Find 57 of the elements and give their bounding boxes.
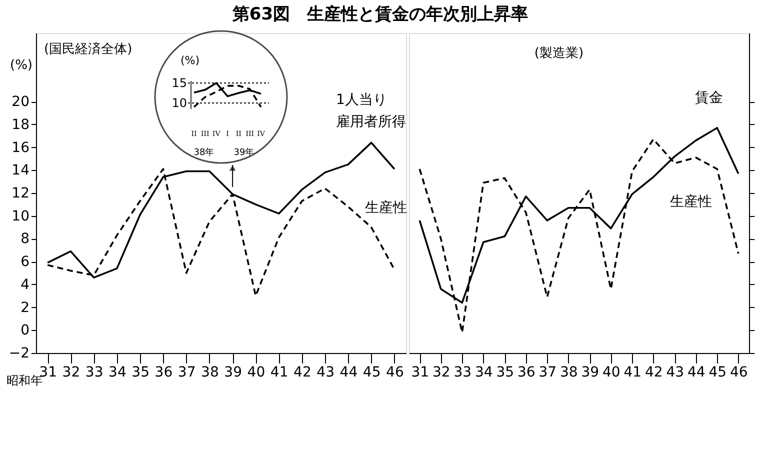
x-tick-label: 34	[108, 364, 126, 380]
y-tick-label: 4	[20, 276, 30, 293]
x-tick-label: 35	[132, 364, 150, 380]
series-label: 生産性	[365, 200, 407, 216]
x-tick-label: 38	[560, 364, 578, 380]
x-tick-label: 41	[270, 364, 288, 380]
series-label: 生産性	[670, 194, 712, 210]
x-tick-label: 44	[687, 364, 706, 380]
y-tick-label: 18	[12, 116, 30, 133]
y-tick-label: −2	[8, 346, 30, 362]
y-axis-title: (%)	[10, 58, 32, 73]
annotation: 39年	[234, 147, 254, 158]
x-tick-label: 39	[224, 364, 242, 380]
text: 1人当り雇用者所得	[336, 92, 406, 130]
x-tick-label: 38	[201, 364, 219, 380]
x-tick-label: 41	[624, 364, 642, 380]
x-tick-label: 37	[538, 364, 557, 380]
x-tick-label: 42	[644, 364, 663, 380]
x-tick-label: 40	[602, 364, 620, 380]
x-tick-label: 31	[411, 364, 430, 380]
x-tick-label: 34	[474, 364, 493, 380]
text: (製造業)	[534, 46, 584, 61]
text: (国民経済全体)	[44, 41, 132, 57]
y-tick-label: 6	[20, 254, 30, 270]
y-tick-label: 20	[12, 94, 30, 110]
x-tick-label: 46	[386, 364, 404, 380]
y-tick-label: 10	[172, 96, 187, 110]
y-tick-label: 12	[12, 186, 30, 202]
legend-label: 賃金	[695, 90, 723, 106]
annotation: 38年	[194, 147, 214, 158]
x-tick-label: 44	[340, 364, 358, 380]
x-tick-label: 43	[666, 364, 684, 380]
y-tick-label: 0	[20, 322, 30, 339]
y-tick-label: 10	[12, 208, 30, 224]
y-tick-label: 15	[172, 76, 187, 90]
x-tick-label: 32	[62, 364, 80, 380]
x-axis-title: 昭和年	[6, 374, 42, 388]
x-tick-label: 33	[85, 364, 104, 380]
chart-title: 第63図 生産性と賃金の年次別上昇率	[231, 4, 528, 24]
x-tick-label: 40	[247, 364, 266, 380]
y-axis-title: (%)	[180, 54, 200, 67]
x-tick-label: 36	[517, 364, 536, 380]
x-tick-label: 45	[362, 364, 381, 380]
x-tick-label: 36	[154, 364, 173, 380]
x-tick-label: 33	[454, 364, 472, 380]
y-tick-label: 16	[12, 140, 30, 156]
x-tick-label: 35	[496, 364, 514, 380]
x-tick-label: 32	[432, 364, 450, 380]
y-tick-label: 2	[20, 300, 30, 316]
x-tick-label: 46	[730, 364, 748, 380]
y-tick-label: 14	[12, 162, 30, 179]
y-tick-label: 8	[20, 231, 30, 248]
x-tick-label: 37	[178, 364, 196, 380]
x-tick-label: 43	[316, 364, 334, 380]
x-tick-label: 39	[581, 364, 600, 380]
x-tick-label: 42	[294, 364, 312, 380]
x-tick-label: 45	[708, 364, 727, 380]
